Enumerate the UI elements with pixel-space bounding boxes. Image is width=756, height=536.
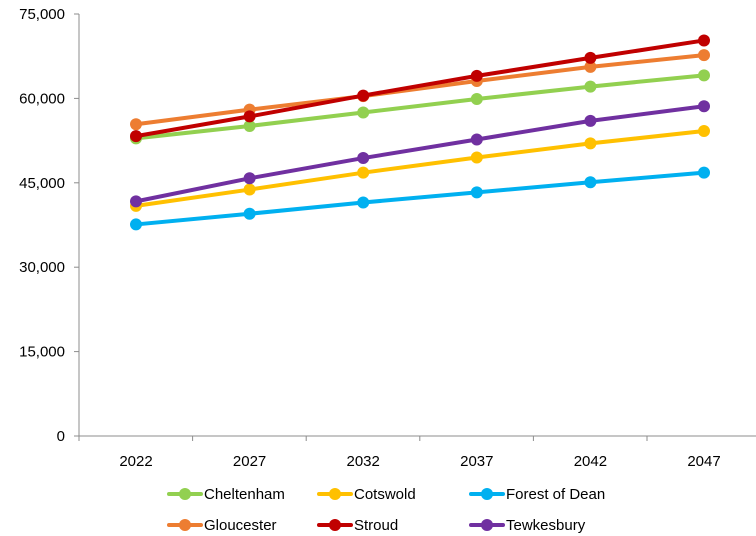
data-point-cotswold [243, 183, 256, 196]
legend-swatch-marker [329, 519, 341, 531]
series-stroud [130, 34, 710, 143]
data-point-cheltenham [698, 69, 710, 82]
legend-item-cheltenham: Cheltenham [167, 486, 285, 503]
x-tick-label: 2037 [460, 453, 493, 470]
legend-swatch-marker [179, 488, 191, 500]
series-cheltenham [130, 69, 710, 145]
legend-label: Stroud [354, 517, 398, 534]
legend-swatch-marker [329, 488, 341, 500]
data-point-cotswold [584, 137, 597, 150]
legend-item-forest-of-dean: Forest of Dean [469, 486, 605, 503]
data-point-forest-of-dean [698, 166, 710, 179]
series-tewkesbury [130, 100, 710, 208]
legend-swatch-marker [481, 519, 493, 531]
x-tick-label: 2042 [574, 453, 607, 470]
series-forest-of-dean [130, 166, 710, 231]
data-point-stroud [130, 130, 142, 143]
y-tick-label: 15,000 [19, 344, 65, 361]
data-point-forest-of-dean [470, 186, 483, 199]
series-line-tewkesbury [134, 104, 706, 204]
legend-label: Forest of Dean [506, 486, 605, 503]
data-point-gloucester [698, 49, 710, 62]
y-tick-label: 75,000 [19, 6, 65, 23]
legend-item-stroud: Stroud [317, 517, 398, 534]
data-point-cheltenham [243, 119, 256, 132]
data-point-gloucester [130, 118, 142, 131]
data-point-stroud [698, 34, 710, 47]
data-point-forest-of-dean [130, 218, 142, 231]
data-point-tewkesbury [130, 195, 142, 208]
x-tick-label: 2032 [347, 453, 380, 470]
data-point-tewkesbury [243, 172, 256, 185]
legend-item-cotswold: Cotswold [317, 486, 416, 503]
legend-label: Tewkesbury [506, 517, 586, 534]
legend-item-gloucester: Gloucester [167, 517, 277, 534]
y-tick-label: 30,000 [19, 259, 65, 276]
x-tick-label: 2027 [233, 453, 266, 470]
data-point-tewkesbury [470, 133, 483, 146]
legend-swatch-marker [481, 488, 493, 500]
data-point-stroud [357, 89, 370, 102]
series-line-stroud [134, 38, 706, 139]
data-point-forest-of-dean [584, 176, 597, 189]
data-point-tewkesbury [357, 152, 370, 165]
series-line-forest-of-dean [134, 170, 706, 227]
axes: 0 15,000 30,000 45,000 60,000 75,000 2022 2027 2… [19, 6, 756, 470]
legend-label: Cheltenham [204, 486, 285, 503]
data-point-cheltenham [357, 106, 370, 119]
data-point-cotswold [357, 166, 370, 179]
data-point-forest-of-dean [243, 207, 256, 220]
y-tick-label: 45,000 [19, 175, 65, 192]
y-tick-label: 0 [57, 428, 65, 445]
data-point-tewkesbury [698, 100, 710, 113]
data-point-cotswold [698, 125, 710, 138]
data-point-cheltenham [584, 80, 597, 93]
legend-item-tewkesbury: Tewkesbury [469, 517, 586, 534]
y-tick-label: 60,000 [19, 90, 65, 107]
legend-label: Gloucester [204, 517, 277, 534]
x-tick-label: 2047 [687, 453, 720, 470]
data-point-stroud [584, 51, 597, 64]
data-point-cotswold [470, 151, 483, 164]
legend: Cheltenham Cotswold Forest of Dean Gloucest… [167, 486, 605, 534]
data-point-cheltenham [470, 92, 483, 105]
series-line-gloucester [134, 53, 706, 127]
data-point-stroud [243, 110, 256, 123]
legend-swatch-marker [179, 519, 191, 531]
series-line-cheltenham [134, 73, 706, 141]
data-point-forest-of-dean [357, 196, 370, 209]
series-line-cotswold [134, 129, 706, 208]
series-layer [130, 34, 710, 231]
data-point-gloucester [584, 60, 597, 73]
legend-label: Cotswold [354, 486, 416, 503]
data-point-tewkesbury [584, 114, 597, 127]
data-point-stroud [470, 69, 483, 82]
x-tick-label: 2022 [119, 453, 152, 470]
